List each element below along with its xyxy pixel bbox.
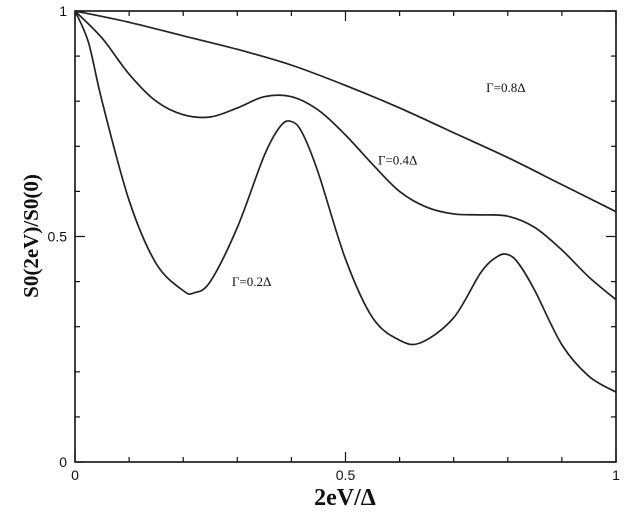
y-tick-label: 1 [59,3,67,19]
x-axis-title: 2eV/Δ [314,485,376,511]
x-tick-label: 0 [71,467,79,483]
series-lines [74,10,617,393]
y-tick-label: 0.5 [48,229,68,245]
series-line-1 [74,10,617,301]
series-annotations: Γ=0.8Δ Γ=0.4Δ Γ=0.2Δ [232,80,526,289]
x-tick-label: 1 [612,467,620,483]
series-annotation: Γ=0.4Δ [378,152,417,167]
plot-frame [74,10,617,463]
series-line-2 [74,10,617,393]
axis-ticks [74,10,617,463]
y-axis-title: S0(2eV)/S0(0) [19,174,43,298]
series-annotation: Γ=0.8Δ [486,80,525,95]
x-tick-label: 0.5 [336,467,356,483]
y-tick-label: 0 [59,454,67,470]
tick-labels: 0 0.5 1 0 0.5 1 [48,3,621,483]
series-annotation: Γ=0.2Δ [232,274,271,289]
series-line-0 [74,10,617,213]
